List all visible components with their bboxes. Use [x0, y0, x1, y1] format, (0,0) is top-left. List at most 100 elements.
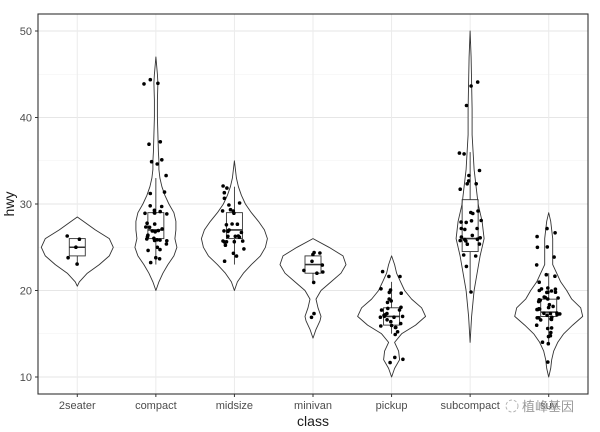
data-point: [388, 360, 392, 365]
data-point: [154, 255, 158, 260]
data-point: [399, 305, 403, 310]
data-point: [380, 269, 385, 274]
data-point: [162, 190, 167, 194]
data-point: [543, 295, 548, 300]
data-point: [228, 207, 233, 212]
data-point: [465, 182, 470, 186]
data-point: [225, 186, 229, 190]
data-point: [221, 184, 225, 188]
data-point: [150, 229, 155, 233]
data-point: [156, 228, 161, 233]
data-point: [549, 317, 553, 321]
data-point: [401, 357, 405, 362]
data-point: [312, 250, 316, 255]
data-point: [469, 84, 473, 88]
y-tick-label: 40: [20, 113, 32, 125]
data-point: [389, 319, 393, 324]
data-point: [546, 360, 550, 364]
data-point: [387, 274, 391, 279]
data-point: [158, 247, 162, 252]
data-point: [549, 326, 554, 330]
y-tick-label: 10: [20, 372, 32, 384]
data-point: [224, 223, 229, 227]
y-tick-label: 30: [20, 199, 32, 211]
data-point: [234, 254, 239, 258]
data-point: [545, 313, 549, 318]
data-point: [471, 211, 475, 216]
data-point: [156, 81, 160, 86]
data-point: [553, 287, 558, 292]
data-point: [146, 248, 150, 253]
data-point: [226, 234, 230, 239]
data-point: [385, 318, 389, 322]
data-point: [558, 312, 562, 316]
data-point: [553, 290, 558, 295]
data-point: [242, 247, 246, 251]
data-point: [467, 173, 471, 178]
y-tick-label: 20: [20, 286, 32, 298]
data-point: [77, 237, 82, 241]
data-point: [466, 179, 471, 183]
data-point: [223, 243, 228, 247]
data-point: [385, 300, 390, 305]
data-point: [152, 211, 157, 215]
data-point: [469, 290, 473, 294]
data-point: [545, 245, 550, 249]
data-point: [152, 222, 157, 226]
data-point: [545, 290, 549, 295]
data-point: [477, 168, 482, 173]
data-point: [465, 242, 470, 246]
data-point: [143, 211, 147, 216]
data-point: [386, 306, 390, 311]
data-point: [399, 291, 404, 296]
data-point: [379, 308, 384, 312]
data-point: [477, 242, 482, 246]
data-point: [470, 233, 475, 238]
data-point: [537, 307, 541, 311]
data-point: [147, 142, 151, 146]
data-point: [540, 340, 545, 345]
data-point: [312, 311, 316, 316]
data-point: [387, 297, 392, 301]
data-point: [464, 103, 469, 108]
data-point: [458, 238, 463, 243]
data-point: [230, 222, 234, 226]
data-point: [546, 341, 551, 346]
data-point: [555, 312, 559, 317]
y-tick-label: 50: [20, 26, 32, 38]
data-point: [397, 308, 402, 312]
data-point: [398, 321, 403, 326]
data-point: [539, 287, 544, 291]
data-point: [549, 330, 553, 335]
data-point: [239, 230, 244, 235]
data-point: [545, 226, 549, 231]
data-point: [147, 225, 152, 230]
data-point: [459, 235, 464, 239]
data-point: [149, 159, 154, 164]
data-point: [535, 316, 539, 320]
data-point: [310, 259, 314, 264]
data-point: [155, 238, 159, 242]
data-point: [240, 239, 245, 243]
data-point: [231, 209, 236, 213]
watermark-text: 植峰基因: [522, 400, 574, 415]
data-point: [475, 237, 480, 241]
data-point: [461, 253, 466, 257]
data-point: [475, 80, 480, 84]
data-point: [473, 254, 478, 258]
data-point: [164, 242, 169, 246]
data-point: [464, 239, 468, 243]
data-point: [546, 334, 551, 339]
data-point: [158, 140, 163, 144]
x-tick-label-minivan: minivan: [294, 400, 332, 412]
data-point: [474, 182, 479, 186]
x-tick-label-pickup: pickup: [376, 400, 408, 412]
jitter-points: [65, 77, 562, 365]
data-point: [547, 302, 552, 307]
data-point: [311, 280, 316, 285]
data-point: [548, 311, 553, 316]
data-point: [145, 234, 150, 239]
data-point: [165, 239, 169, 243]
data-point: [462, 152, 466, 156]
violin-minivan: [279, 238, 347, 339]
